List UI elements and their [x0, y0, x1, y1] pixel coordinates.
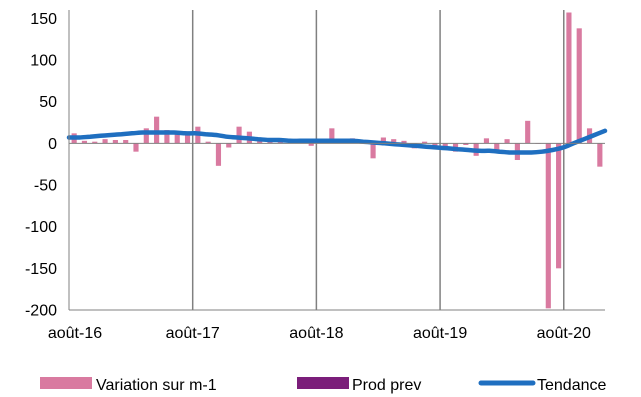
x-tick-label: août-17: [166, 325, 220, 342]
bar: [277, 141, 283, 144]
bar: [308, 143, 314, 146]
bar: [215, 143, 222, 166]
bar: [133, 143, 139, 152]
bar: [391, 139, 397, 144]
bar: [566, 12, 572, 144]
bar: [164, 130, 170, 144]
bar: [504, 139, 510, 144]
x-tick-label: août-20: [537, 325, 591, 342]
bar: [143, 128, 149, 144]
bar: [154, 116, 160, 144]
legend: Variation sur m-1 Prod prev Tendance: [40, 377, 606, 394]
legend-label-variation: Variation sur m-1: [96, 377, 217, 394]
axes: [68, 10, 605, 311]
bar-series: [71, 12, 603, 309]
trend-line: [66, 128, 608, 155]
legend-swatch-variation: [40, 377, 92, 389]
trend-series: [66, 128, 608, 155]
bar: [432, 143, 438, 146]
y-tick-label: 100: [30, 53, 57, 70]
bar: [92, 141, 98, 144]
x-tick-label: août-19: [413, 325, 467, 342]
bar: [81, 140, 88, 144]
legend-label-tendance: Tendance: [537, 377, 606, 394]
y-tick-labels: 150 100 50 0 -50 -100 -150 -200: [25, 11, 57, 320]
bar: [102, 139, 108, 144]
bar: [494, 143, 500, 150]
y-tick-label: 0: [48, 136, 57, 153]
bar: [370, 143, 376, 159]
bar: [380, 137, 386, 144]
y-tick-label: -150: [25, 261, 57, 278]
grid-lines: [191, 10, 565, 310]
y-tick-label: -50: [34, 178, 57, 195]
bar: [597, 143, 603, 167]
bar: [556, 143, 562, 269]
y-tick-label: -200: [25, 303, 57, 320]
bar: [236, 126, 242, 144]
y-tick-label: 50: [39, 94, 57, 111]
bar: [545, 143, 551, 309]
bar: [422, 141, 428, 144]
bar: [525, 120, 531, 144]
bar: [205, 141, 211, 144]
x-tick-labels: août-16 août-17 août-18 août-19 août-20: [48, 325, 591, 342]
bar: [174, 132, 180, 144]
x-tick-label: août-18: [289, 325, 343, 342]
legend-label-prod-prev: Prod prev: [352, 377, 421, 394]
bar: [463, 143, 469, 145]
legend-swatch-prod-prev: [297, 377, 349, 389]
bar: [184, 133, 191, 144]
bar: [226, 143, 232, 148]
y-tick-label: 150: [30, 11, 57, 28]
bar: [483, 138, 490, 144]
bar: [401, 140, 407, 144]
bar: [576, 28, 582, 144]
y-tick-label: -100: [25, 219, 57, 236]
bar: [123, 140, 129, 144]
bar: [329, 128, 335, 144]
x-tick-label: août-16: [48, 325, 102, 342]
bar: [112, 140, 118, 144]
